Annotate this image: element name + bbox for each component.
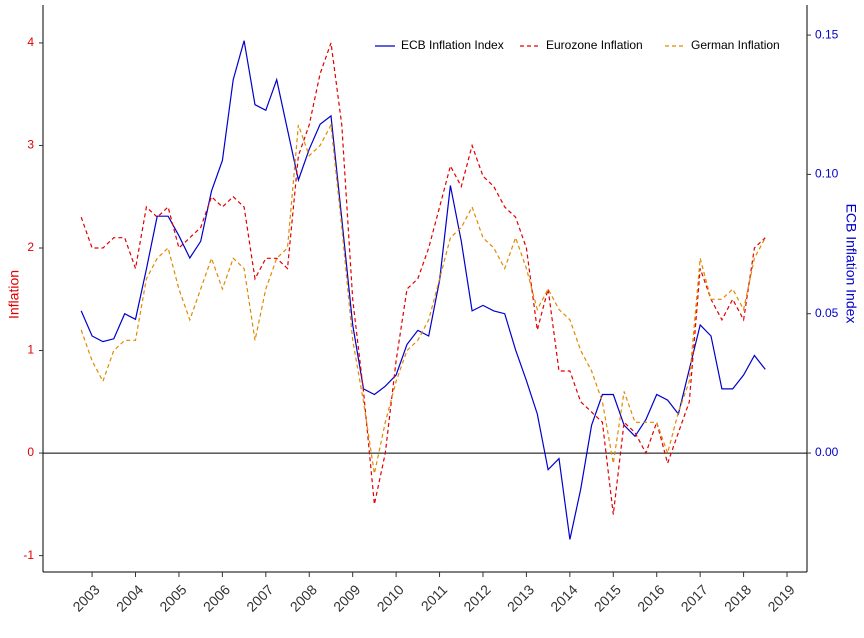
y2-tick-label: 0.05: [815, 306, 839, 320]
y-tick-label: 0: [27, 445, 34, 459]
legend-label: German Inflation: [691, 38, 780, 52]
series-line: [80, 122, 766, 474]
y-axis-title: Inflation: [6, 270, 22, 319]
series-line: [80, 42, 766, 515]
y-tick-label: 2: [27, 240, 34, 254]
y-tick-label: 1: [27, 343, 34, 357]
y2-tick-label: 0.00: [815, 445, 839, 459]
y2-tick-label: 0.15: [815, 27, 839, 41]
y2-axis-title: ECB Inflation Index: [843, 204, 859, 324]
y-tick-label: -1: [23, 548, 34, 562]
legend-label: Eurozone Inflation: [546, 38, 643, 52]
y-tick-label: 3: [27, 138, 34, 152]
y-tick-label: 4: [27, 35, 34, 49]
y2-tick-label: 0.10: [815, 167, 839, 181]
series-line: [80, 40, 766, 540]
legend-label: ECB Inflation Index: [401, 38, 504, 52]
